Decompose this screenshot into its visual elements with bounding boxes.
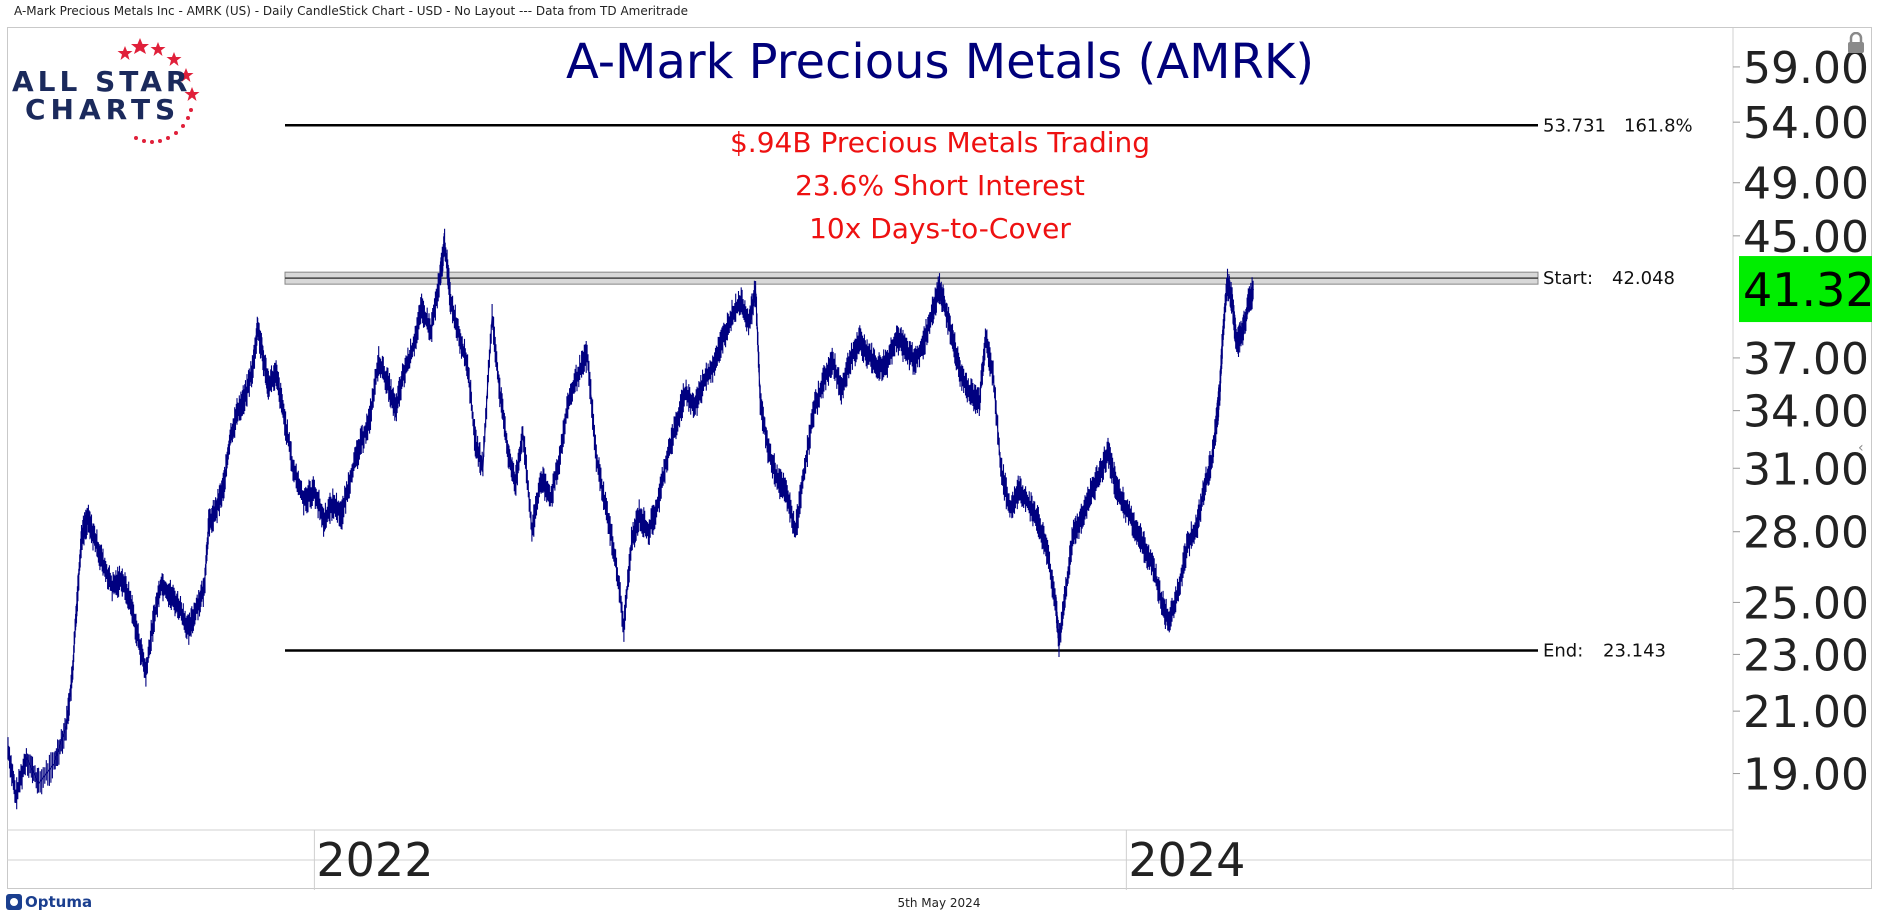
y-tick-label-11: 19.00 — [1743, 750, 1869, 801]
all-star-charts-logo: ALL STAR CHARTS — [10, 30, 230, 150]
series-layer — [7, 228, 1255, 810]
y-tick-label-4: 37.00 — [1743, 334, 1869, 385]
chart-frame — [7, 27, 1872, 889]
footer-date: 5th May 2024 — [897, 896, 981, 910]
annotation-short-interest: 23.6% Short Interest — [795, 169, 1085, 202]
price-series — [7, 228, 1255, 810]
last-price-label: 41.32 — [1743, 263, 1875, 317]
y-tick-label-8: 25.00 — [1743, 578, 1869, 629]
x-tick-label-1: 2024 — [1128, 833, 1245, 887]
star-arc-icon — [117, 38, 200, 144]
y-tick-label-3: 45.00 — [1743, 212, 1869, 263]
lock-icon[interactable] — [1846, 32, 1866, 54]
level-value-0: 53.731 — [1543, 115, 1606, 136]
last-price-tag — [1739, 256, 1872, 323]
x-axis: 2022 2024 — [313, 830, 1245, 890]
y-tick-label-6: 31.00 — [1743, 444, 1869, 495]
y-tick-label-9: 23.00 — [1743, 630, 1869, 681]
y-tick-label-10: 21.00 — [1743, 687, 1869, 738]
level-prefix-1: Start: — [1543, 268, 1593, 289]
x-tick-label-0: 2022 — [316, 833, 433, 887]
optuma-brand: Optuma — [6, 893, 92, 911]
level-extra-0: 161.8% — [1624, 115, 1693, 136]
logo-line-2: CHARTS — [25, 93, 181, 126]
level-prefix-2: End: — [1543, 641, 1583, 662]
y-tick-label-5: 34.00 — [1743, 387, 1869, 438]
optuma-brand-label: Optuma — [25, 893, 93, 911]
annotation-market-cap: $.94B Precious Metals Trading — [730, 126, 1150, 159]
annotation-days-to-cover: 10x Days-to-Cover — [809, 212, 1071, 245]
y-tick-label-0: 59.00 — [1743, 43, 1869, 94]
y-tick-label-1: 54.00 — [1743, 98, 1869, 149]
level-value-2: 23.143 — [1603, 641, 1666, 662]
logo-line-1: ALL STAR — [12, 65, 192, 98]
chart-caption: A-Mark Precious Metals Inc - AMRK (US) -… — [14, 4, 688, 18]
y-tick-label-7: 28.00 — [1743, 508, 1869, 559]
y-tick-label-2: 49.00 — [1743, 159, 1869, 210]
optuma-logo-icon — [6, 894, 22, 910]
levels-layer: 53.731 161.8% Start: 42.048 End: 23.143 — [284, 115, 1693, 662]
chart-title: A-Mark Precious Metals (AMRK) — [566, 34, 1314, 90]
chevron-left-icon[interactable]: ‹ — [1858, 440, 1864, 456]
level-value-1: 42.048 — [1612, 268, 1675, 289]
